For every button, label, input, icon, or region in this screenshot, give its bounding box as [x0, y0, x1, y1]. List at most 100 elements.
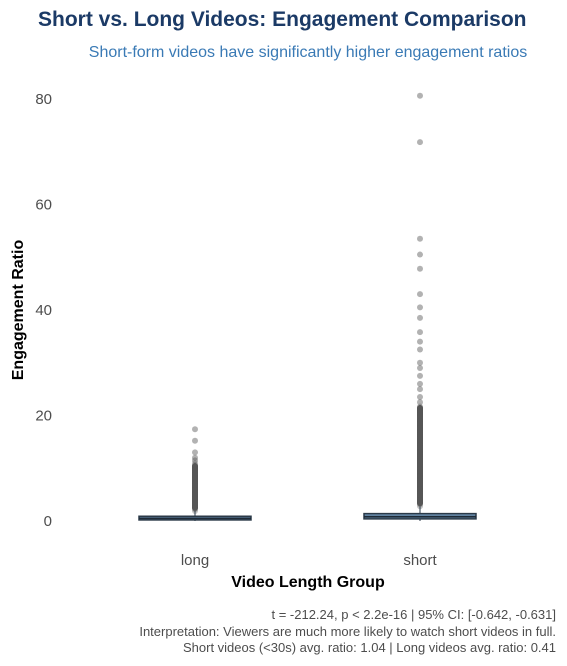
outlier-point	[417, 490, 423, 497]
y-tick-label: 60	[35, 196, 52, 213]
x-tick-label-short: short	[403, 552, 437, 569]
y-tick-label: 40	[35, 302, 52, 319]
outlier-point	[417, 431, 423, 438]
outlier-point	[417, 423, 423, 430]
chart-title: Short vs. Long Videos: Engagement Compar…	[38, 8, 527, 31]
outlier-point	[417, 410, 423, 417]
outlier-point	[417, 364, 423, 371]
outlier-point	[192, 472, 198, 479]
outlier-point	[417, 265, 423, 272]
outlier-point	[192, 487, 198, 494]
outlier-point	[417, 92, 423, 99]
outlier-point	[417, 304, 423, 311]
outlier-point	[417, 495, 423, 502]
box-group-short	[363, 92, 477, 521]
y-axis-ticks: 0 20 40 60 80	[35, 91, 52, 530]
y-axis-title: Engagement Ratio	[10, 240, 27, 381]
outlier-point	[192, 491, 198, 498]
outlier-point	[192, 474, 198, 481]
boxplot-series	[138, 92, 477, 521]
outlier-point	[417, 421, 423, 428]
outlier-point	[192, 459, 198, 466]
outlier-point	[417, 346, 423, 353]
outlier-point	[417, 444, 423, 451]
outlier-point	[417, 445, 423, 452]
outlier-point	[192, 454, 198, 461]
outlier-point	[417, 251, 423, 258]
caption-line-1: t = -212.24, p < 2.2e-16 | 95% CI: [-0.6…	[271, 607, 556, 622]
outlier-point	[192, 500, 198, 507]
outlier-point	[417, 475, 423, 482]
outlier-point	[417, 442, 423, 449]
outlier-point	[192, 449, 198, 456]
y-tick-label: 20	[35, 407, 52, 424]
outlier-point	[417, 481, 423, 488]
chart-subtitle: Short-form videos have significantly hig…	[89, 44, 527, 61]
y-tick-label: 0	[44, 513, 52, 530]
y-tick-label: 80	[35, 91, 52, 108]
x-axis-ticks: long short	[181, 552, 438, 569]
caption-line-3: Short videos (<30s) avg. ratio: 1.04 | L…	[183, 640, 556, 655]
outlier-point	[417, 338, 423, 345]
outlier-point	[417, 501, 423, 508]
outlier-point	[417, 473, 423, 480]
outlier-point	[417, 458, 423, 465]
outlier-point	[417, 407, 423, 414]
outlier-point	[417, 468, 423, 475]
outlier-point	[417, 386, 423, 393]
outlier-point	[192, 426, 198, 433]
outlier-point	[417, 477, 423, 484]
outlier-point	[192, 463, 198, 470]
outlier-point	[192, 496, 198, 503]
outlier-point	[417, 427, 423, 434]
outlier-point	[417, 457, 423, 464]
outlier-point	[192, 478, 198, 485]
outlier-point	[192, 485, 198, 492]
outlier-point	[192, 489, 198, 496]
outlier-point	[417, 453, 423, 460]
outlier-point	[192, 504, 198, 511]
outlier-point	[192, 495, 198, 502]
outlier-point	[417, 412, 423, 419]
outlier-point	[417, 420, 423, 427]
outlier-point	[417, 399, 423, 406]
outlier-point	[417, 484, 423, 491]
outlier-point	[417, 440, 423, 447]
outlier-point	[417, 449, 423, 456]
outlier-point	[417, 235, 423, 242]
x-tick-label-long: long	[181, 552, 209, 569]
outlier-point	[192, 437, 198, 444]
outlier-point	[417, 479, 423, 486]
outlier-point	[417, 359, 423, 366]
outlier-point	[417, 462, 423, 469]
outlier-point	[417, 466, 423, 473]
outlier-point	[417, 455, 423, 462]
outlier-point	[192, 457, 198, 464]
outlier-cluster-long	[192, 462, 198, 511]
outlier-point	[417, 434, 423, 441]
outlier-point	[192, 461, 198, 468]
outlier-point	[417, 492, 423, 499]
outlier-point	[417, 497, 423, 504]
outlier-point	[417, 425, 423, 432]
outlier-point	[192, 469, 198, 476]
outlier-point	[417, 405, 423, 412]
outlier-point	[417, 436, 423, 443]
outlier-point	[417, 394, 423, 401]
outlier-point	[417, 380, 423, 387]
outlier-point	[417, 409, 423, 416]
outlier-point	[417, 469, 423, 476]
outlier-point	[417, 488, 423, 495]
outlier-point	[192, 465, 198, 472]
outlier-point	[192, 480, 198, 487]
outlier-point	[192, 498, 198, 505]
outlier-point	[417, 329, 423, 336]
outlier-point	[417, 291, 423, 298]
outlier-point	[417, 372, 423, 379]
outlier-point	[417, 414, 423, 421]
outlier-point	[417, 493, 423, 500]
outlier-point	[417, 429, 423, 436]
caption-line-2: Interpretation: Viewers are much more li…	[139, 624, 556, 639]
outlier-point	[417, 447, 423, 454]
